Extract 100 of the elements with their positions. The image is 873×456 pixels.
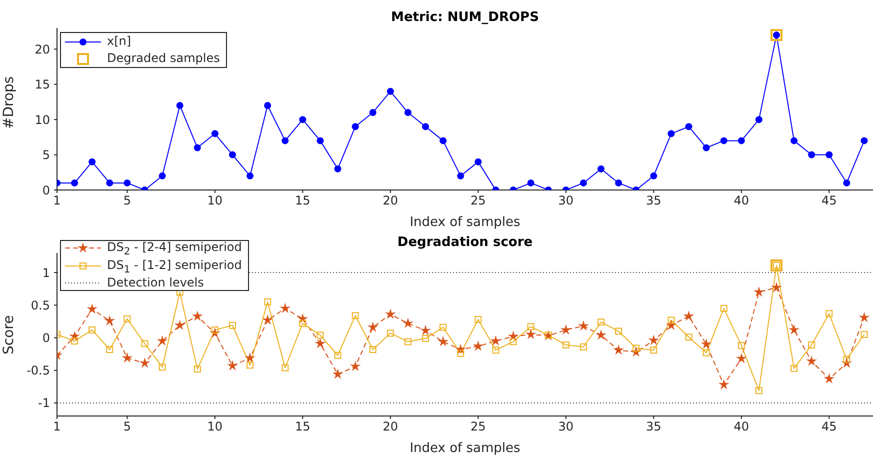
point (754, 288, 764, 296)
x-axis-title: Index of samples (410, 215, 521, 230)
x-tick-label: 35 (646, 420, 662, 434)
point (282, 364, 289, 372)
x-tick-label: 5 (123, 194, 132, 208)
y-tick-label: 0 (42, 183, 50, 198)
point (615, 179, 622, 186)
y-tick-label: 5 (42, 148, 50, 162)
point (124, 315, 131, 322)
point (614, 346, 623, 354)
point (826, 310, 833, 318)
point (770, 29, 782, 42)
point (422, 334, 430, 342)
point (702, 144, 710, 152)
point (228, 361, 237, 370)
point (246, 172, 254, 180)
point (685, 123, 692, 130)
point (211, 130, 218, 138)
y-tick-label: 0.5 (30, 298, 50, 312)
point (650, 172, 658, 180)
point (404, 338, 412, 346)
point (580, 343, 587, 350)
point (158, 364, 166, 371)
point (316, 332, 324, 339)
point (668, 316, 675, 324)
point (807, 356, 816, 365)
point (368, 322, 378, 331)
x-tick-label: 15 (295, 420, 310, 434)
point (824, 374, 834, 382)
point (369, 109, 376, 116)
point (438, 337, 448, 346)
point (649, 336, 658, 344)
point (474, 158, 482, 166)
x-tick-label: 15 (295, 194, 310, 208)
point (105, 316, 114, 324)
point (457, 350, 464, 357)
point (826, 151, 833, 158)
x-tick-label: 40 (734, 420, 750, 434)
x-tick-label: 10 (207, 420, 223, 434)
point (527, 323, 534, 330)
chart-title: Degradation score (397, 235, 533, 250)
y-tick-label: 1 (42, 266, 50, 280)
y-axis-title: Score (0, 315, 17, 354)
y-tick-label: 10 (34, 112, 50, 127)
point (440, 324, 447, 331)
x-tick-label: 40 (734, 194, 750, 208)
point (282, 137, 289, 144)
point (860, 137, 868, 144)
point (668, 130, 675, 138)
point (228, 151, 236, 158)
point (106, 179, 114, 186)
point (316, 137, 324, 144)
point (440, 137, 447, 144)
point (264, 298, 272, 306)
point (194, 144, 201, 152)
x-tick-label: 25 (470, 420, 486, 434)
point (702, 349, 710, 356)
point (88, 304, 96, 313)
point (422, 123, 430, 130)
legend-label: DS$_{1}$ - [1-2] semiperiod (107, 258, 242, 276)
point (369, 346, 376, 353)
point (176, 102, 184, 109)
point (596, 330, 606, 339)
x-tick-label: 45 (821, 194, 837, 208)
x-axis-title: Index of samples (410, 441, 521, 456)
point (527, 179, 534, 186)
point (334, 165, 342, 172)
point (650, 346, 658, 354)
point (755, 116, 762, 124)
point (386, 88, 394, 95)
point (106, 346, 114, 353)
point (474, 342, 482, 350)
y-axis-title: #Drops (0, 76, 17, 129)
point (615, 328, 622, 335)
legend-label: x[n] (107, 34, 132, 48)
point (790, 137, 798, 144)
x-tick-label: 20 (382, 194, 398, 208)
point (562, 341, 570, 348)
point (386, 310, 395, 318)
point (71, 338, 78, 345)
y-tick-label: 15 (34, 78, 50, 92)
point (510, 338, 517, 346)
x-tick-label: 45 (821, 420, 837, 434)
point (457, 172, 464, 180)
point (352, 312, 359, 320)
x-tick-label: 10 (207, 194, 223, 208)
point (246, 362, 254, 369)
point (124, 179, 131, 186)
x-tick-label: 30 (558, 194, 574, 208)
point (264, 102, 272, 109)
chart-title: Metric: NUM_DROPS (390, 10, 540, 25)
legend-label: Degraded samples (107, 51, 220, 65)
point (71, 179, 78, 186)
point (808, 151, 816, 158)
point (738, 137, 745, 144)
point (299, 116, 306, 124)
x-tick-label: 25 (470, 194, 486, 208)
point (193, 312, 202, 320)
point (790, 364, 798, 372)
y-tick-label: -1 (38, 396, 50, 410)
